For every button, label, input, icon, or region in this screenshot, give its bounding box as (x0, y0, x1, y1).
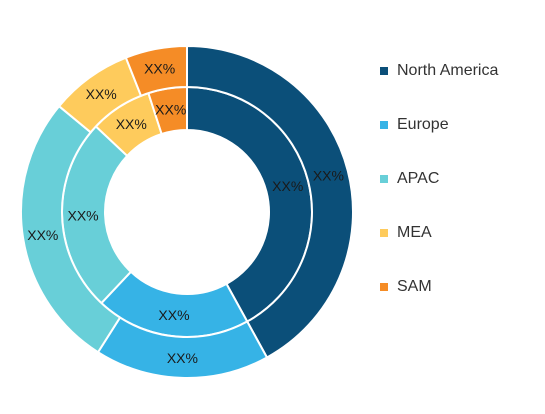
legend-label: Europe (397, 116, 449, 133)
legend-label: MEA (397, 224, 432, 241)
legend-swatch (380, 121, 388, 129)
legend-swatch (380, 67, 388, 75)
outer-label-mea: XX% (86, 86, 117, 102)
outer-slice-sam[interactable] (124, 44, 188, 98)
legend-item-sam[interactable]: SAM (380, 260, 498, 314)
legend-swatch (380, 175, 388, 183)
inner-label-europe: XX% (158, 307, 189, 323)
donut-rings (20, 44, 354, 379)
inner-label-sam: XX% (155, 101, 186, 117)
legend-item-europe[interactable]: Europe (380, 98, 498, 152)
outer-label-north-america: XX% (313, 168, 344, 184)
legend: North America Europe APAC MEA SAM (380, 44, 498, 314)
inner-label-mea: XX% (116, 116, 147, 132)
data-labels: XX% XX% XX% XX% XX% XX% XX% XX% XX% XX% (27, 61, 344, 366)
legend-swatch (380, 229, 388, 237)
legend-swatch (380, 283, 388, 291)
legend-label: APAC (397, 170, 440, 187)
legend-item-mea[interactable]: MEA (380, 206, 498, 260)
outer-label-apac: XX% (27, 227, 58, 243)
outer-label-sam: XX% (144, 61, 175, 77)
inner-label-north-america: XX% (272, 178, 303, 194)
inner-label-apac: XX% (67, 207, 98, 223)
outer-label-europe: XX% (167, 350, 198, 366)
legend-item-apac[interactable]: APAC (380, 152, 498, 206)
outer-slice-north-america[interactable] (186, 44, 354, 359)
legend-label: SAM (397, 278, 432, 295)
legend-label: North America (397, 62, 499, 79)
legend-item-north-america[interactable]: North America (380, 44, 498, 98)
